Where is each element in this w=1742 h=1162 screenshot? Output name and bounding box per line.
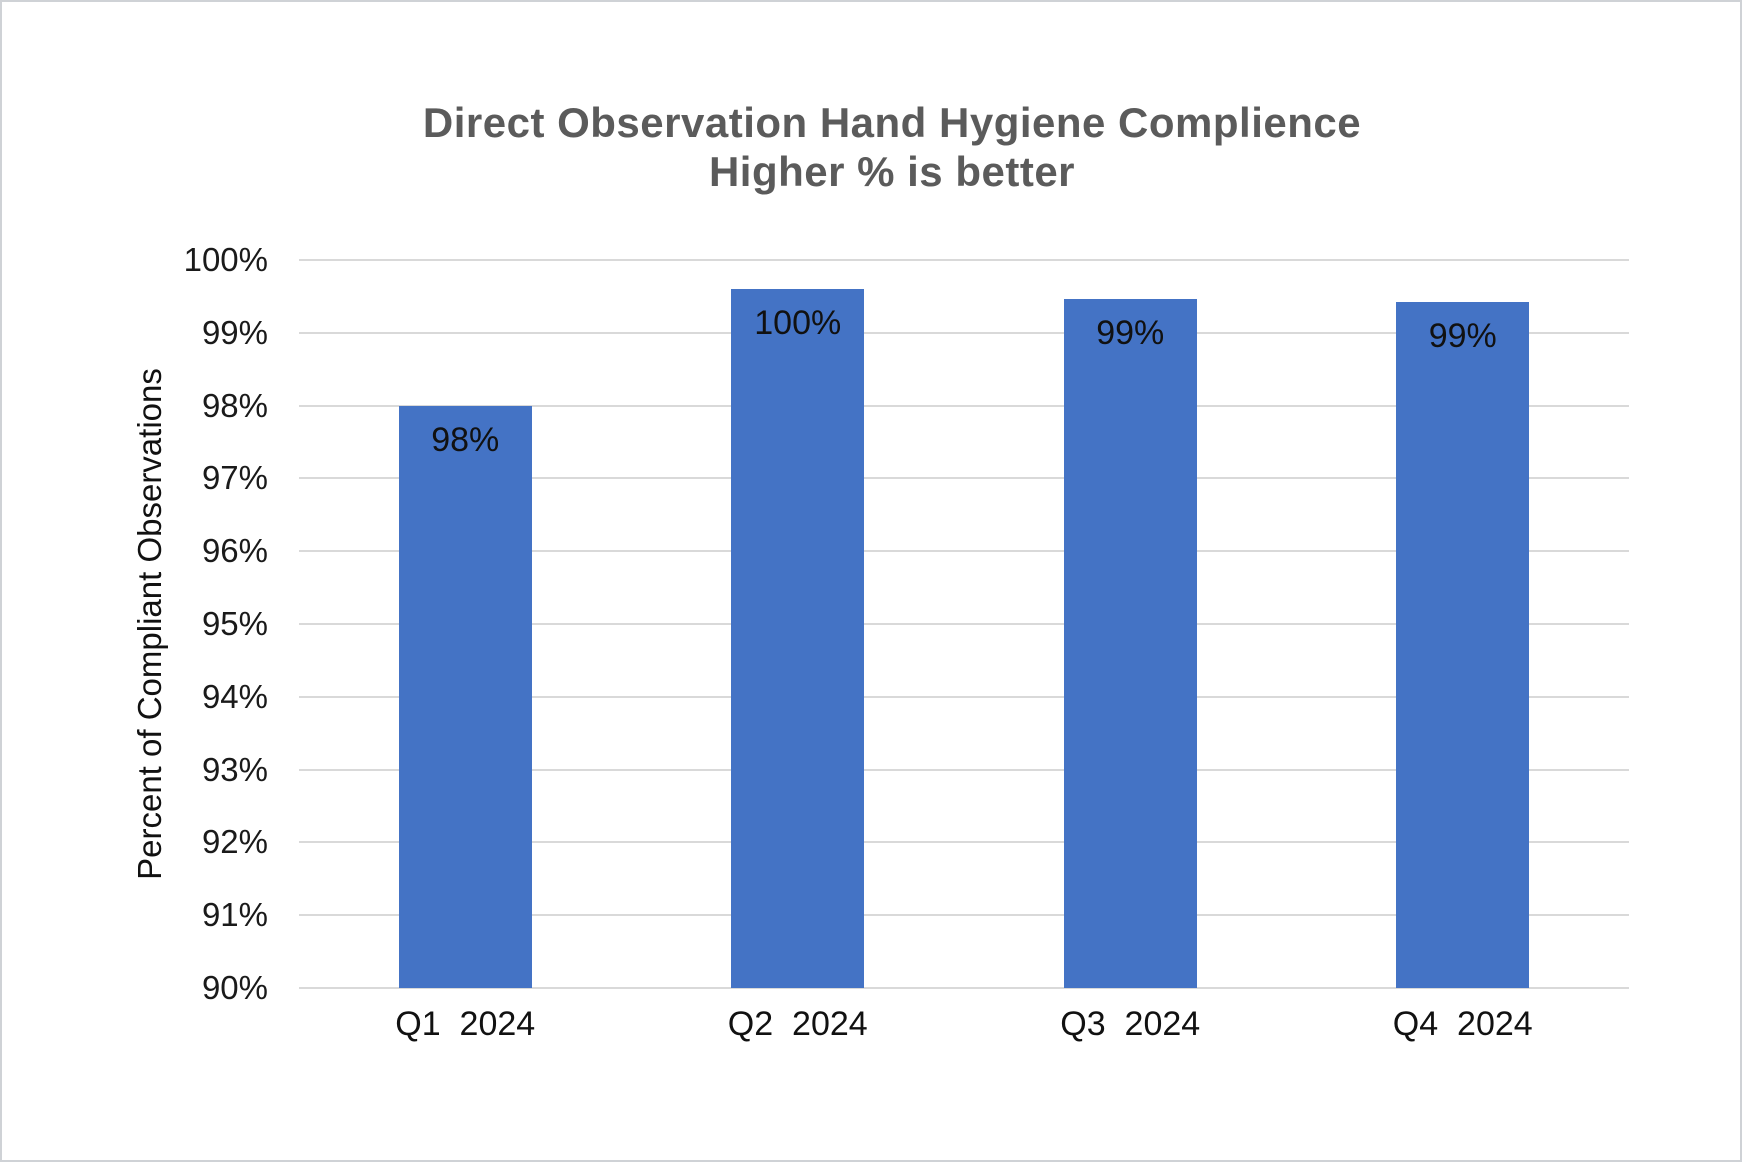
bar-value-label: 99% [1428, 317, 1497, 356]
bar-2: 100% [731, 289, 865, 988]
chart-title-line1: Direct Observation Hand Hygiene Complien… [422, 99, 1362, 146]
gridline [299, 331, 1629, 334]
x-axis-category-label: Q1 2024 [395, 1005, 536, 1043]
y-axis-tick-label: 90% [201, 969, 268, 1006]
y-axis-tick-label: 94% [201, 677, 268, 715]
gridline [299, 623, 1629, 625]
y-axis-tick-label: 92% [201, 823, 268, 861]
x-axis-category-label: Q3 2024 [1060, 1005, 1201, 1043]
gridline [299, 259, 1629, 261]
plot-area: 98% 100% 99% 99% [299, 259, 1629, 989]
bar-value-label: 100% [754, 304, 842, 343]
y-axis-tick-label: 96% [201, 532, 268, 570]
gridline [299, 841, 1629, 844]
y-axis-tick-label: 100% [183, 241, 268, 278]
bar-value-label: 99% [1096, 313, 1165, 352]
y-axis-tick-label: 98% [201, 386, 268, 424]
y-axis-tick-label: 91% [201, 896, 268, 934]
gridline [299, 550, 1629, 553]
y-axis-tick-label: 93% [201, 750, 268, 788]
gridline [299, 914, 1629, 917]
chart-title: Direct Observation Hand Hygiene Complien… [423, 98, 1361, 196]
bar-value-label: 98% [431, 420, 500, 459]
x-axis-category-label: Q2 2024 [727, 1005, 868, 1043]
y-axis-tick-label: 99% [201, 313, 268, 351]
chart-title-line2: Higher % is better [708, 148, 1076, 195]
bar-4: 99% [1396, 302, 1530, 988]
gridline [299, 768, 1629, 771]
bar-3: 99% [1063, 298, 1197, 988]
gridline [299, 987, 1629, 989]
gridline [299, 695, 1629, 698]
x-axis-category-label: Q4 2024 [1392, 1005, 1533, 1043]
bar-1: 98% [398, 405, 532, 988]
gridline [299, 477, 1629, 480]
gridline [299, 404, 1629, 407]
y-axis-tick-label: 97% [201, 459, 268, 497]
y-axis-tick-label: 95% [201, 605, 268, 642]
